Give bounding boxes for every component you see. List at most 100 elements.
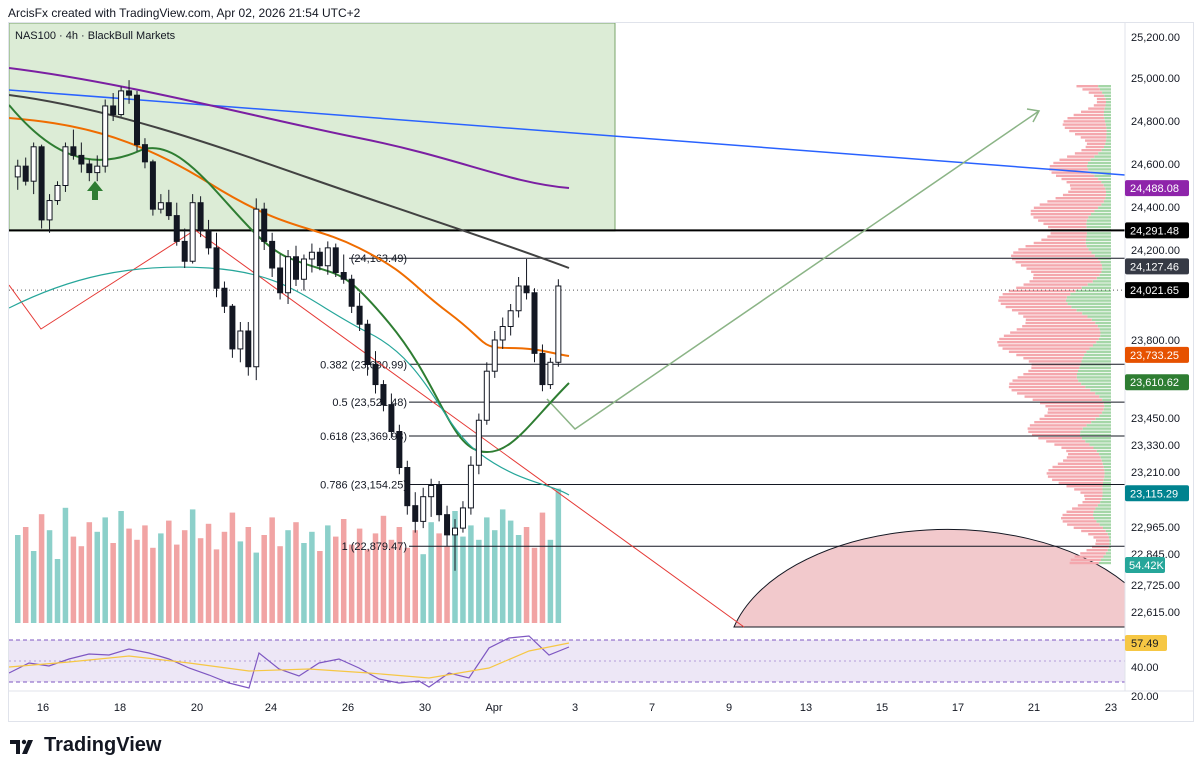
profile-bar-sell: [1030, 213, 1091, 216]
price-tag-bg: [1125, 346, 1189, 363]
profile-bar-buy: [1101, 459, 1111, 462]
candle-body: [30, 146, 37, 182]
candle-body: [70, 146, 77, 156]
profile-bar-buy: [1105, 120, 1111, 123]
candle-body: [173, 215, 180, 242]
profile-bar-sell: [1088, 91, 1103, 94]
chart-svg[interactable]: (24,163.49)0.382 (23,690.99)0.5 (23,521.…: [8, 22, 1193, 721]
profile-bar-buy: [1109, 539, 1111, 542]
volume-bar: [150, 547, 156, 623]
profile-bar-sell: [1086, 549, 1108, 552]
profile-bar-sell: [1034, 421, 1092, 424]
candle-body: [205, 230, 212, 249]
profile-bar-buy: [1103, 184, 1111, 187]
profile-bar-sell: [1066, 449, 1097, 453]
profile-bar-buy: [1102, 91, 1111, 94]
volume-bar: [412, 530, 418, 623]
profile-bar-sell: [1067, 155, 1095, 158]
profile-bar-sell: [1091, 545, 1109, 549]
profile-bar-sell: [1085, 145, 1105, 149]
candle-body: [94, 165, 101, 174]
candle-body: [118, 90, 125, 116]
profile-bar-sell: [1061, 177, 1099, 181]
volume-bar: [118, 511, 124, 623]
profile-bar-sell: [1096, 101, 1107, 104]
profile-bar-buy: [1099, 414, 1111, 417]
time-axis-label: 7: [649, 702, 655, 714]
profile-bar-sell: [1038, 219, 1087, 222]
profile-bar-sell: [1002, 347, 1090, 350]
profile-bar-buy: [1066, 296, 1111, 299]
profile-bar-sell: [1040, 401, 1104, 405]
price-tag-bg: [1125, 485, 1189, 502]
price-axis-label: 25,200.00: [1131, 32, 1180, 44]
candle-body: [213, 247, 220, 289]
volume-bar: [356, 528, 363, 623]
profile-bar-sell: [1017, 376, 1077, 379]
candle-body: [507, 310, 514, 327]
profile-bar-sell: [1061, 517, 1095, 520]
price-axis-label: 24,400.00: [1131, 202, 1180, 214]
profile-bar-buy: [1103, 478, 1111, 481]
profile-bar-sell: [1045, 405, 1105, 408]
volume-bar: [420, 554, 426, 623]
volume-bar: [86, 522, 93, 623]
volume-bar: [436, 533, 442, 623]
profile-bar-sell: [1018, 248, 1089, 251]
profile-bar-sell: [1044, 414, 1100, 417]
profile-bar-sell: [1027, 427, 1083, 430]
candle-body: [348, 278, 355, 307]
profile-bar-buy: [1090, 213, 1111, 216]
profile-bar-buy: [1090, 389, 1111, 392]
profile-bar-sell: [1070, 558, 1101, 561]
profile-bar-sell: [1062, 520, 1097, 523]
profile-bar-sell: [1029, 280, 1093, 283]
profile-bar-buy: [1098, 257, 1111, 261]
profile-bar-buy: [1098, 337, 1111, 341]
candle-body: [444, 514, 451, 536]
profile-bar-sell: [1084, 494, 1103, 497]
profile-bar-sell: [1080, 136, 1107, 139]
volume-tag: 54.42K: [1129, 560, 1165, 572]
profile-bar-sell: [1054, 443, 1090, 446]
profile-bar-buy: [1105, 123, 1111, 126]
candle-body: [316, 251, 323, 267]
price-tag-label: 24,291.48: [1130, 225, 1179, 237]
profile-bar-buy: [1105, 104, 1111, 107]
profile-bar-sell: [1093, 104, 1106, 107]
buy-arrow-icon: [87, 181, 103, 200]
profile-bar-buy: [1096, 520, 1111, 523]
volume-bar: [22, 527, 29, 623]
profile-bar-sell: [1011, 389, 1091, 392]
price-axis[interactable]: 25,200.00 25,000.00 24,800.00 24,600.00 24,4…: [1131, 32, 1180, 619]
profile-bar-buy: [1085, 238, 1111, 241]
price-tag-bg: [1125, 258, 1189, 275]
volume-bar: [396, 527, 403, 623]
profile-bar-buy: [1099, 328, 1111, 331]
price-axis-label: 24,200.00: [1131, 245, 1180, 257]
candle-body: [134, 94, 140, 146]
volume-bar: [348, 544, 355, 623]
red-trendline[interactable]: [8, 229, 745, 628]
profile-bar-buy: [1078, 379, 1111, 382]
blue-trendline[interactable]: [8, 89, 1126, 176]
profile-bar-sell: [1047, 475, 1105, 478]
profile-bar-buy: [1104, 469, 1111, 472]
profile-bar-buy: [1104, 405, 1111, 408]
volume-bar: [221, 531, 228, 623]
tradingview-logo[interactable]: TradingView: [10, 734, 161, 757]
profile-bar-sell: [997, 341, 1097, 344]
volume-layer: [15, 488, 562, 623]
time-axis[interactable]: 1618202224262830Apr3791315172123: [37, 702, 1117, 714]
profile-bar-buy: [1081, 360, 1111, 363]
profile-bar-sell: [1062, 123, 1106, 126]
time-axis-label: 30: [419, 702, 431, 714]
chart-frame[interactable]: (24,163.49) 0.382 (23,690.99) 0.5 (23,521.…: [8, 22, 1194, 722]
profile-bar-sell: [1023, 357, 1083, 360]
time-axis-label: 15: [876, 702, 888, 714]
rsi-value-tag: 57.49: [1131, 638, 1159, 650]
profile-bar-sell: [1016, 353, 1085, 357]
profile-bar-buy: [1081, 437, 1111, 440]
profile-bar-sell: [1003, 334, 1101, 337]
price-axis-label: 24,600.00: [1131, 159, 1180, 171]
